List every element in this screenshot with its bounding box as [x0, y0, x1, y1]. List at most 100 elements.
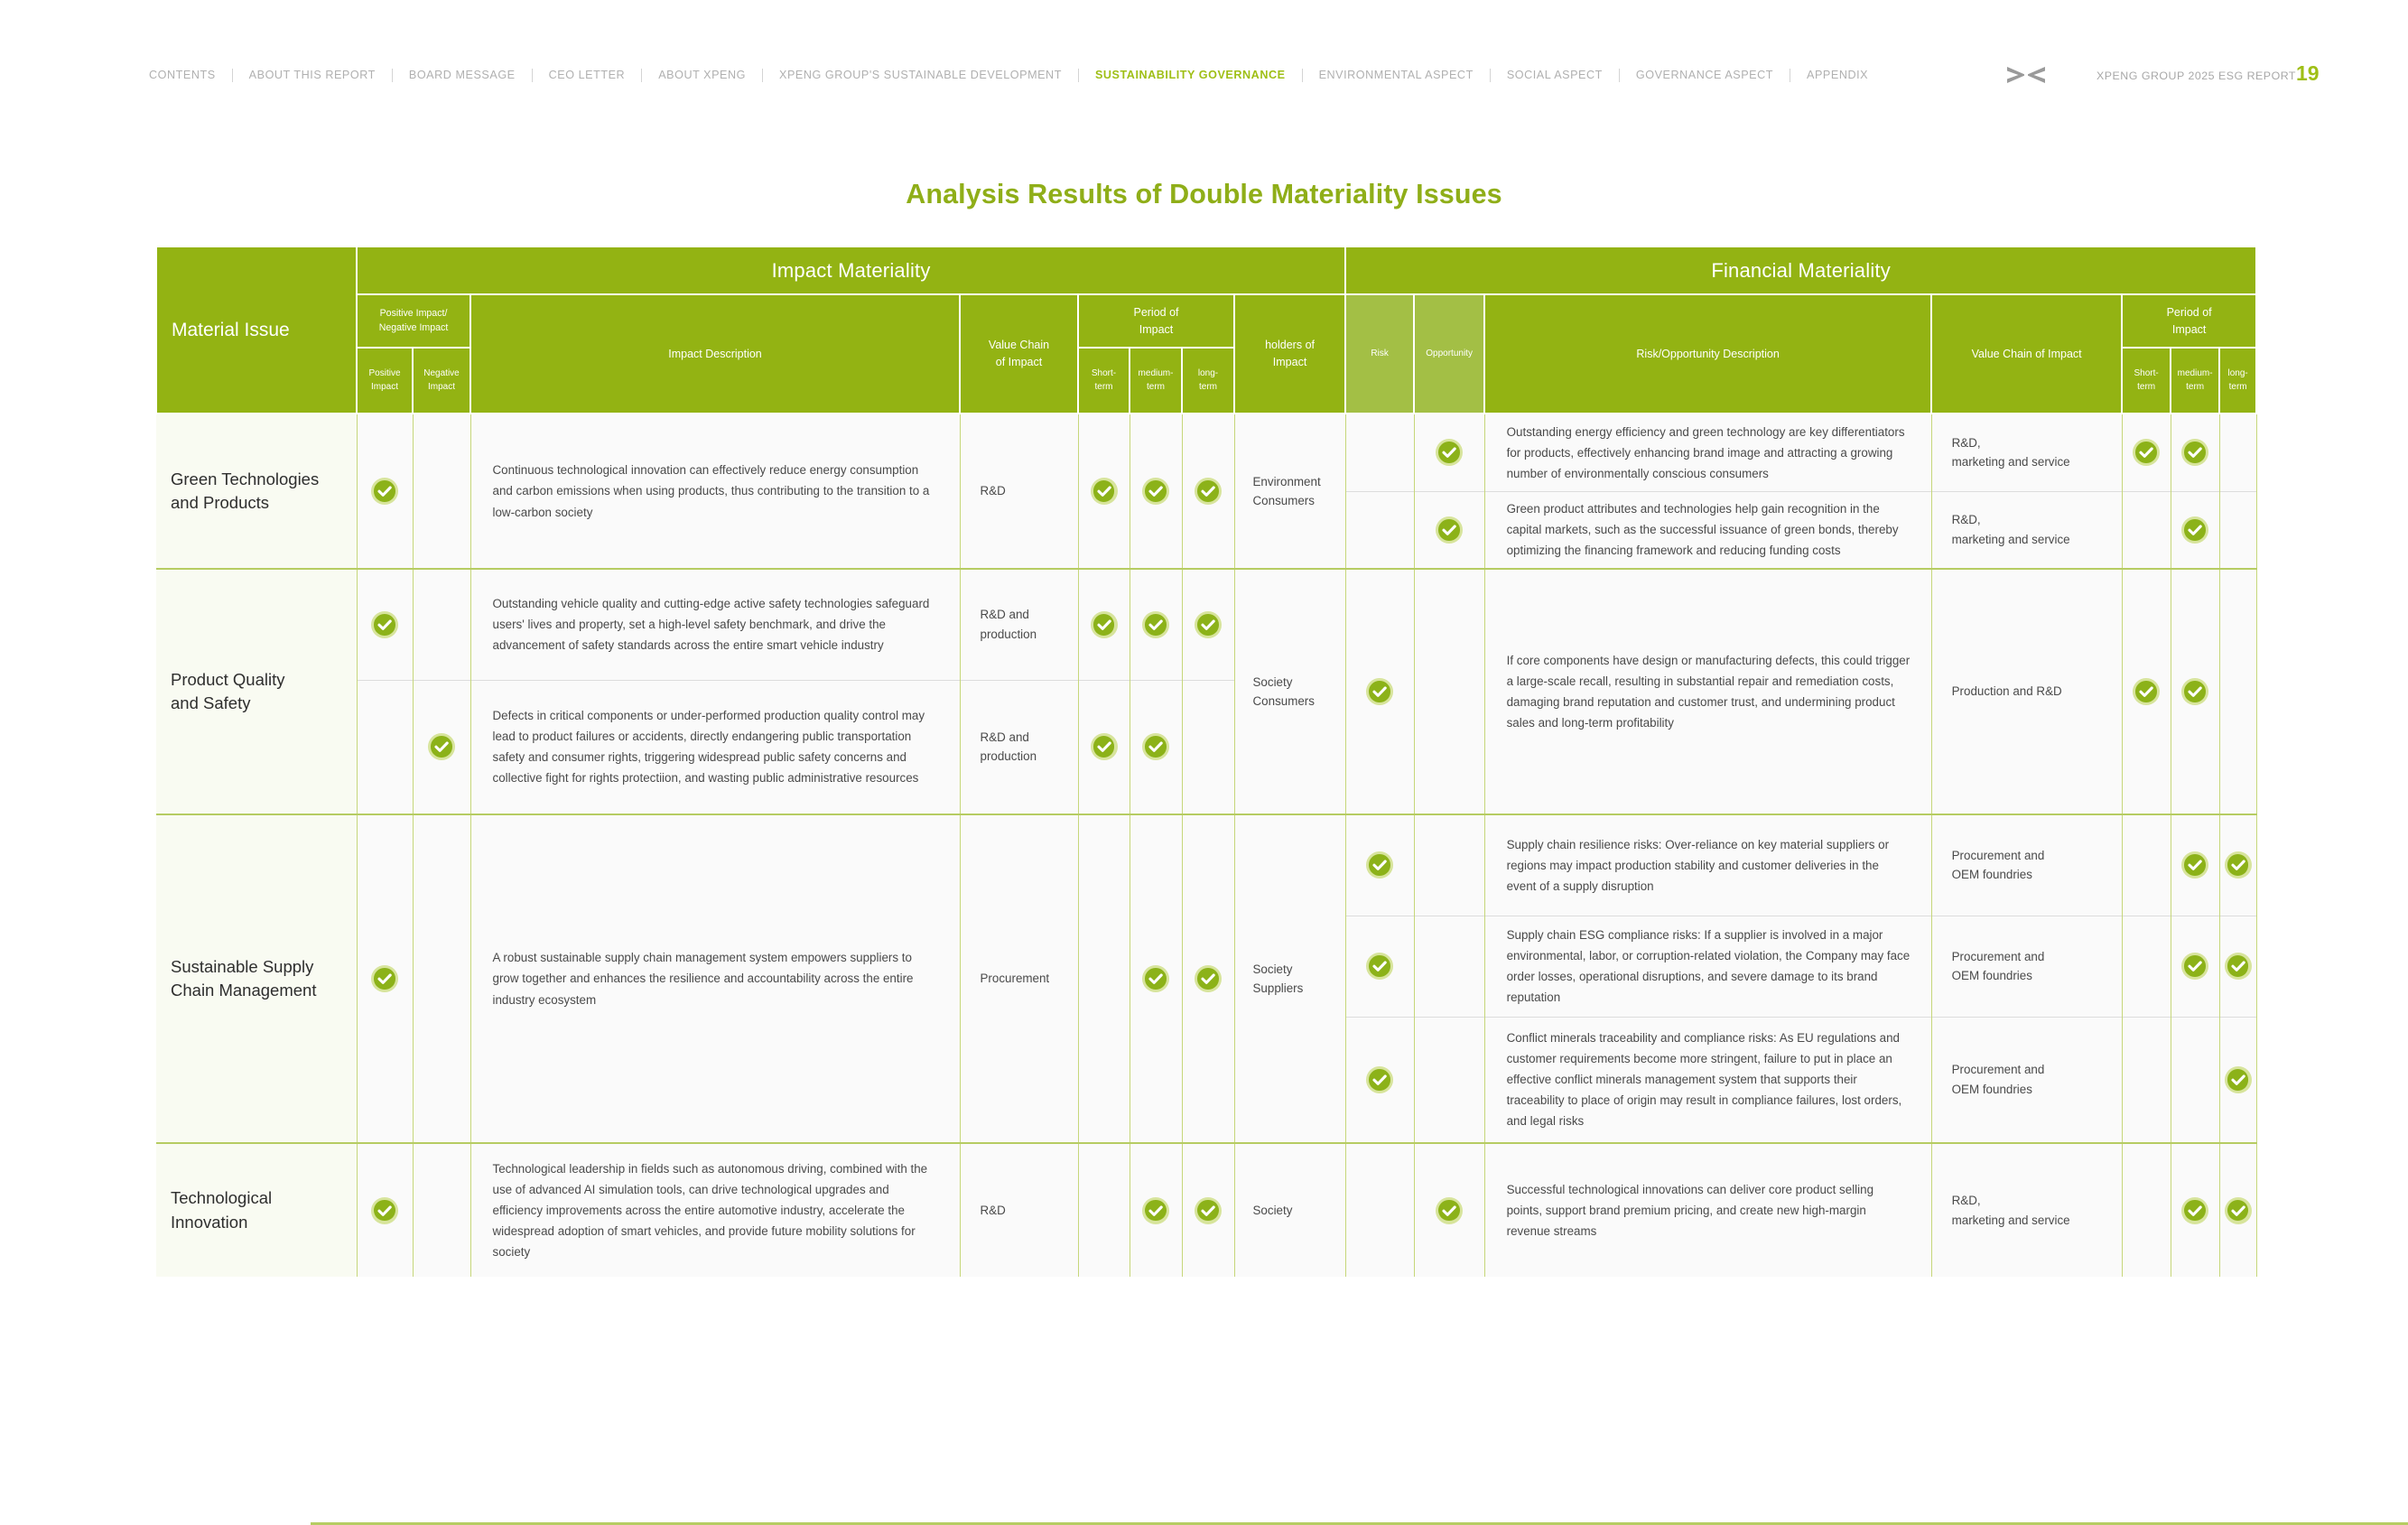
check-icon	[2224, 1065, 2252, 1093]
financial-long-term-cell	[2219, 814, 2257, 916]
opportunity-cell	[1413, 490, 1485, 569]
impact-short-term-cell	[1077, 679, 1130, 814]
impact-description-cell: Outstanding vehicle quality and cutting-…	[470, 568, 961, 680]
section-nav: CONTENTS ABOUT THIS REPORT BOARD MESSAGE CE…	[149, 66, 1884, 84]
header-financial-short-term: Short-term	[2121, 347, 2172, 414]
check-icon	[2181, 516, 2209, 544]
financial-value-chain-cell: Production and R&D	[1930, 568, 2123, 814]
financial-medium-term-cell	[2170, 1016, 2220, 1143]
page-title: Analysis Results of Double Materiality I…	[906, 179, 1502, 209]
impact-long-term-cell	[1181, 1142, 1235, 1277]
risk-opportunity-description-cell: Conflict minerals traceability and compl…	[1483, 1016, 1932, 1143]
header-impact-materiality: Impact Materiality	[355, 246, 1347, 295]
check-icon	[1142, 1196, 1169, 1224]
check-icon	[2133, 678, 2161, 705]
check-icon	[1195, 1196, 1222, 1224]
header-period-of-impact: Period of Impact	[1077, 293, 1235, 349]
header-financial-value-chain-of-impact: Value Chain of Impact	[1930, 293, 2124, 414]
financial-short-term-cell	[2121, 414, 2171, 491]
impact-medium-term-cell	[1129, 814, 1183, 1143]
check-icon	[1195, 610, 1222, 638]
opportunity-cell	[1413, 568, 1485, 814]
holders-of-impact-cell: Environment Consumers	[1233, 414, 1346, 569]
positive-impact-cell	[356, 814, 414, 1143]
table-row: Product Quality and Safety Outstanding veh…	[156, 568, 2257, 814]
material-issue-cell: Product Quality and Safety	[156, 568, 358, 814]
nav-item-ceo-letter[interactable]: CEO LETTER	[548, 69, 626, 81]
table-row: Technological Innovation Technological lea…	[156, 1142, 2257, 1277]
financial-long-term-cell	[2219, 1016, 2257, 1143]
impact-description-cell: A robust sustainable supply chain manage…	[470, 814, 961, 1143]
financial-short-term-cell	[2121, 915, 2171, 1017]
impact-value-chain-cell: R&D and production	[959, 679, 1079, 814]
financial-short-term-cell	[2121, 568, 2171, 814]
risk-cell	[1344, 414, 1415, 491]
opportunity-cell	[1413, 1142, 1485, 1277]
header-long-term: long-term	[1181, 347, 1235, 414]
table-row: Sustainable Supply Chain Management A robu…	[156, 814, 2257, 1143]
check-icon	[2133, 439, 2161, 467]
nav-item-board-message[interactable]: BOARD MESSAGE	[408, 69, 516, 81]
impact-long-term-cell	[1181, 568, 1235, 680]
impact-medium-term-cell	[1129, 1142, 1183, 1277]
check-icon	[1142, 610, 1169, 638]
table-row: Supply chain ESG compliance risks: If a …	[156, 915, 2257, 1017]
check-icon	[1436, 439, 1464, 467]
table-row: Green product attributes and technologie…	[156, 490, 2257, 569]
risk-opportunity-description-cell: Supply chain ESG compliance risks: If a …	[1483, 915, 1932, 1017]
positive-impact-cell	[356, 414, 414, 569]
top-navigation-bar: CONTENTS ABOUT THIS REPORT BOARD MESSAGE CE…	[0, 0, 2408, 116]
table-row: Conflict minerals traceability and compl…	[156, 1016, 2257, 1143]
check-icon	[1366, 851, 1394, 879]
nav-item-contents[interactable]: CONTENTS	[149, 69, 216, 81]
nav-item-xpeng-group-s-sustainable-development[interactable]: XPENG GROUP'S SUSTAINABLE DEVELOPMENT	[779, 69, 1062, 81]
check-icon	[2181, 1196, 2209, 1224]
financial-long-term-cell	[2219, 915, 2257, 1017]
financial-short-term-cell	[2121, 1016, 2171, 1143]
opportunity-cell	[1413, 414, 1485, 491]
opportunity-cell	[1413, 915, 1485, 1017]
header-impact-description: Impact Description	[470, 293, 961, 414]
positive-impact-cell	[356, 679, 414, 814]
nav-item-about-xpeng[interactable]: ABOUT XPENG	[658, 69, 746, 81]
nav-separator	[1618, 68, 1620, 82]
impact-long-term-cell	[1181, 814, 1235, 1143]
impact-long-term-cell	[1181, 414, 1235, 569]
header-financial-medium-term: medium-term	[2170, 347, 2221, 414]
nav-item-appendix[interactable]: APPENDIX	[1807, 69, 1869, 81]
nav-separator	[231, 68, 233, 82]
nav-item-environmental-aspect[interactable]: ENVIRONMENTAL ASPECT	[1318, 69, 1474, 81]
header-positive-impact: Positive Impact	[356, 347, 414, 414]
header-value-chain-of-impact: Value Chain of Impact	[959, 293, 1079, 414]
risk-opportunity-description-cell: Green product attributes and technologie…	[1483, 490, 1932, 569]
financial-long-term-cell	[2219, 490, 2257, 569]
financial-medium-term-cell	[2170, 568, 2220, 814]
financial-value-chain-cell: Procurement and OEM foundries	[1930, 915, 2123, 1017]
nav-item-social-aspect[interactable]: SOCIAL ASPECT	[1506, 69, 1603, 81]
impact-value-chain-cell: R&D and production	[959, 568, 1079, 680]
risk-opportunity-description-cell: Outstanding energy efficiency and green …	[1483, 414, 1932, 491]
check-icon	[1366, 1065, 1394, 1093]
header-holders-of-impact: holders of Impact	[1232, 293, 1347, 414]
nav-item-sustainability-governance[interactable]: SUSTAINABILITY GOVERNANCE	[1094, 69, 1286, 81]
financial-medium-term-cell	[2170, 915, 2220, 1017]
check-icon	[1142, 965, 1169, 992]
financial-long-term-cell	[2219, 568, 2257, 814]
opportunity-cell	[1413, 814, 1485, 916]
table-row: Defects in critical components or under-…	[156, 679, 2256, 814]
financial-medium-term-cell	[2170, 414, 2220, 491]
header-short-term: Short-term	[1077, 347, 1130, 414]
risk-opportunity-description-cell: Successful technological innovations can…	[1483, 1142, 1932, 1277]
impact-medium-term-cell	[1129, 679, 1183, 814]
financial-short-term-cell	[2121, 490, 2171, 569]
table-body: Green Technologies and Products Continuous…	[156, 414, 2257, 1277]
material-issue-cell: Sustainable Supply Chain Management	[156, 814, 358, 1143]
nav-item-governance-aspect[interactable]: GOVERNANCE ASPECT	[1635, 69, 1774, 81]
financial-medium-term-cell	[2170, 814, 2220, 916]
nav-item-about-this-report[interactable]: ABOUT THIS REPORT	[248, 69, 376, 81]
check-icon	[1366, 953, 1394, 980]
check-icon	[428, 733, 455, 761]
risk-opportunity-description-cell: If core components have design or manufa…	[1483, 568, 1932, 814]
financial-long-term-cell	[2219, 1142, 2257, 1277]
holders-of-impact-cell: Society Suppliers	[1233, 814, 1346, 1143]
